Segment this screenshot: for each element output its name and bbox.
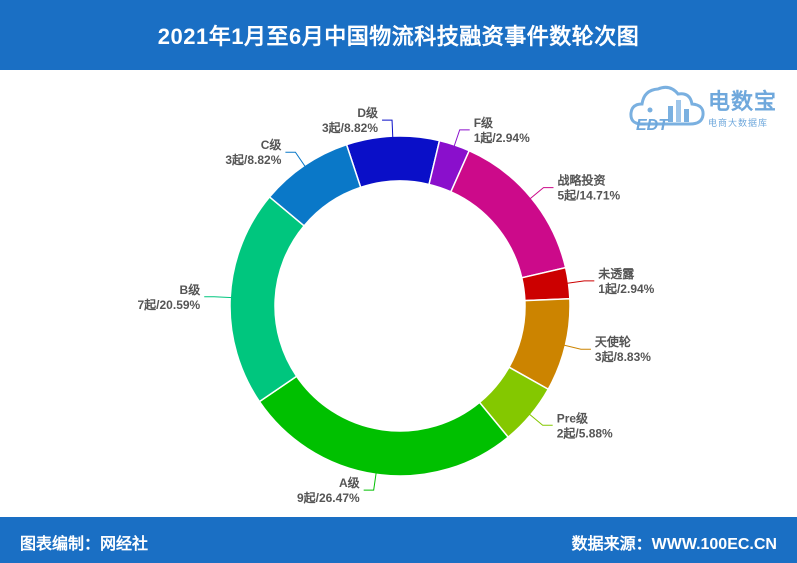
logo-subtitle: 电商大数据库: [708, 118, 769, 128]
slice-label-name: Pre级: [557, 410, 588, 425]
label-leader-line: [453, 129, 470, 148]
slice-label-name: F级: [474, 115, 493, 130]
slice-label-name: A级: [339, 475, 360, 490]
donut-slice: [449, 149, 567, 279]
chart-title: 2021年1月至6月中国物流科技融资事件数轮次图: [157, 24, 640, 49]
logo-mark: EDT: [636, 117, 669, 134]
label-leader-line: [363, 472, 377, 491]
donut-slice: [268, 143, 362, 227]
slice-label-name: 天使轮: [595, 334, 632, 349]
slice-label-name: C级: [261, 137, 282, 152]
label-leader-line: [529, 187, 554, 200]
slice-label-value: 5起/14.71%: [557, 188, 620, 203]
label-leader-line: [566, 280, 595, 284]
donut-slice: [258, 375, 510, 477]
footer-editor: 图表编制：网经社: [20, 536, 149, 553]
slice-label-value: 3起/8.83%: [595, 349, 651, 364]
chart-footer: 图表编制：网经社 数据来源：WWW.100EC.CN: [0, 517, 797, 563]
label-leader-line: [382, 119, 394, 139]
donut-slice: [345, 135, 441, 189]
donut-slice: [229, 195, 306, 403]
slice-label-value: 3起/8.82%: [322, 120, 378, 135]
slice-label-value: 3起/8.82%: [225, 152, 281, 167]
label-leader-line: [204, 296, 233, 299]
chart-header: 2021年1月至6月中国物流科技融资事件数轮次图: [0, 0, 797, 70]
footer-source: 数据来源：WWW.100EC.CN: [571, 536, 777, 553]
slice-label-name: 未透露: [597, 266, 635, 281]
brand-logo: EDT 电数宝 电商大数据库: [628, 76, 793, 136]
slice-label-name: 战略投资: [557, 173, 605, 188]
slice-label-name: B级: [180, 282, 201, 297]
slice-label-value: 2起/5.88%: [557, 425, 613, 440]
slice-label-value: 7起/20.59%: [138, 297, 201, 312]
slice-label-value: 9起/26.47%: [297, 490, 360, 505]
label-leader-line: [528, 413, 553, 426]
cloud-bars-logo-icon: EDT: [629, 85, 705, 134]
label-leader-line: [285, 151, 306, 168]
label-leader-line: [563, 344, 591, 350]
slice-label-value: 1起/2.94%: [474, 130, 530, 145]
slice-label-value: 1起/2.94%: [598, 281, 654, 296]
logo-name: 电数宝: [708, 89, 778, 114]
slice-label-name: D级: [357, 105, 378, 120]
